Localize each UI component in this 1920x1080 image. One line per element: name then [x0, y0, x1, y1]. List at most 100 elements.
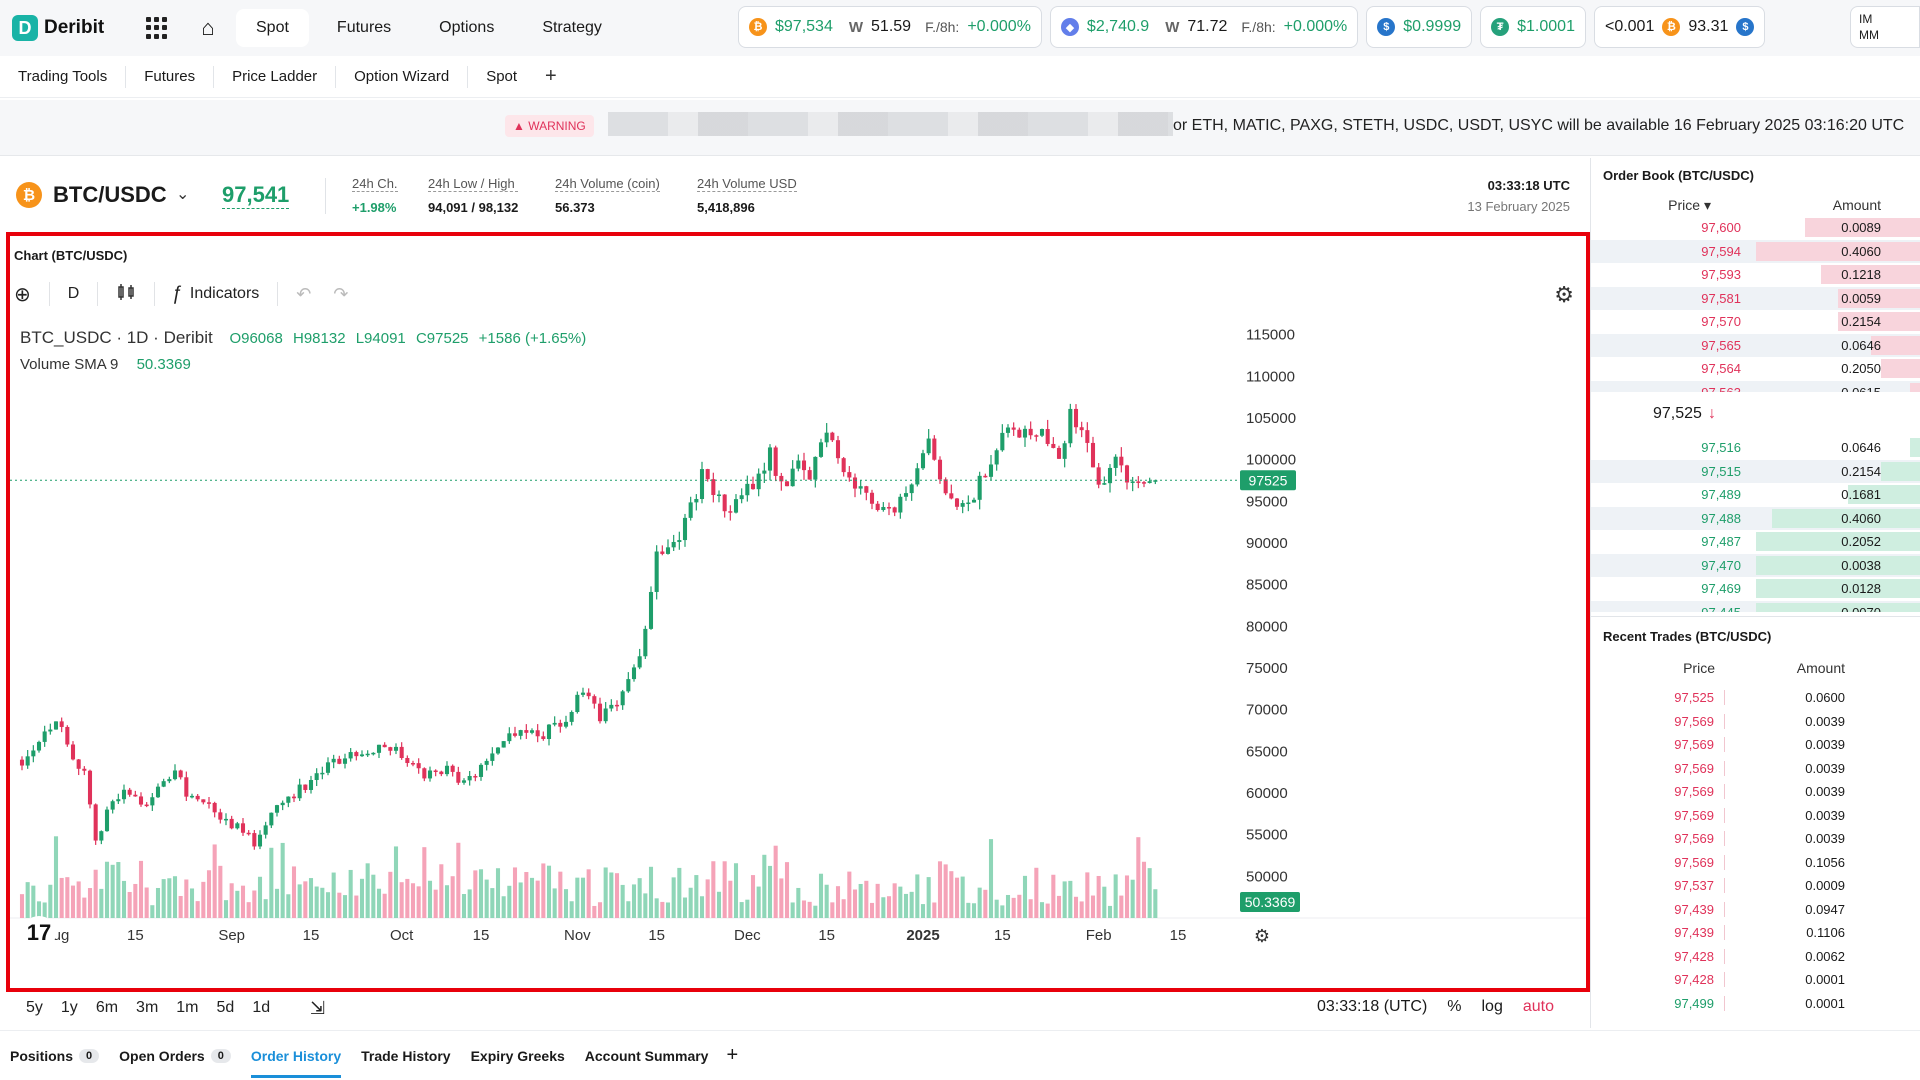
volume-bar — [178, 895, 183, 918]
add-account-tab-icon[interactable]: + — [726, 1044, 739, 1066]
price-chart[interactable]: 115000 110000 105000 100000 95000 90000 85000 8… — [10, 318, 1586, 948]
order-book-ask-row[interactable]: 97,593 0.1218 — [1591, 263, 1920, 287]
volume-bar — [881, 897, 886, 918]
candle-body — [376, 744, 382, 753]
tab-positions[interactable]: Positions 0 — [10, 1048, 100, 1064]
trade-price: 97,439 — [1591, 901, 1725, 917]
date-range-calendar-icon[interactable]: ⇲ — [310, 997, 326, 1018]
home-icon[interactable]: ⌂ — [201, 15, 215, 40]
workspace-tab[interactable]: Price Ladder — [214, 65, 337, 88]
ticker-btc[interactable]: ₿ $97,534 W 51.59 F./8h: +0.000% — [738, 6, 1042, 48]
y-tick-label: 110000 — [1246, 368, 1295, 385]
axis-settings-gear-icon[interactable]: ⚙ — [1254, 926, 1270, 947]
volume-bar — [1136, 837, 1141, 918]
workspace-tab[interactable]: Futures — [126, 65, 215, 88]
candle-body — [1028, 428, 1033, 436]
tab-trade-history[interactable]: Trade History — [361, 1048, 450, 1064]
range-6m[interactable]: 6m — [95, 999, 119, 1016]
order-book-bid-row[interactable]: 97,489 0.1681 — [1591, 483, 1920, 507]
order-book-ask-row[interactable]: 97,600 0.0089 — [1591, 216, 1920, 240]
interval-button[interactable]: D — [67, 285, 80, 302]
range-3m[interactable]: 3m — [136, 999, 159, 1016]
auto-scale-toggle[interactable]: auto — [1522, 998, 1554, 1015]
order-book-ask-row[interactable]: 97,565 0.0646 — [1591, 333, 1920, 357]
order-book-ask-row[interactable]: 97,594 0.4060 — [1591, 239, 1920, 263]
instrument-name[interactable]: BTC/USDC — [53, 182, 167, 207]
order-book-bid-row[interactable]: 97,515 0.2154 — [1591, 459, 1920, 483]
trade-price: 97,569 — [1591, 831, 1725, 847]
legend-change: +1586 (+1.65%) — [478, 330, 587, 347]
order-book-bid-row[interactable]: 97,487 0.2052 — [1591, 530, 1920, 554]
log-scale-toggle[interactable]: log — [1481, 998, 1503, 1015]
candle-body — [937, 459, 943, 480]
price-column-header[interactable]: Price ▾ — [1668, 197, 1711, 213]
redo-icon[interactable]: ↷ — [333, 283, 349, 304]
eth-coin-icon: ◆ — [1060, 18, 1079, 36]
ticker-usdc[interactable]: $ $0.9999 — [1366, 6, 1473, 48]
chevron-down-icon[interactable]: ⌄ — [176, 186, 190, 203]
workspace-tab[interactable]: Option Wizard — [336, 65, 469, 88]
chart-settings-gear-icon[interactable]: ⚙ — [1554, 282, 1574, 307]
volume-bar — [393, 846, 399, 918]
tab-order-history[interactable]: Order History — [250, 1048, 342, 1078]
indicators-button[interactable]: Indicators — [189, 285, 260, 302]
chart-type-icon[interactable] — [116, 282, 136, 307]
range-5d[interactable]: 5d — [216, 999, 235, 1016]
margin-indicator[interactable]: IM MM — [1850, 6, 1920, 48]
workspace-tab[interactable]: Trading Tools — [0, 65, 127, 88]
im-label: IM — [1859, 12, 1873, 26]
add-symbol-icon[interactable]: ⊕ — [14, 283, 31, 306]
x-tick-label: 15 — [648, 927, 665, 944]
candle-body — [518, 730, 523, 736]
range-1d[interactable]: 1d — [252, 999, 271, 1016]
ticker-ratio[interactable]: <0.001 ₿ 93.31 $ — [1593, 6, 1766, 48]
percent-scale-toggle[interactable]: % — [1447, 998, 1462, 1015]
apps-grid-icon[interactable] — [146, 17, 168, 39]
nav-tab-spot[interactable]: Spot — [236, 9, 309, 47]
volume-bar — [99, 888, 104, 918]
nav-tab-options[interactable]: Options — [439, 19, 495, 36]
volume-layer — [19, 836, 1158, 918]
order-book-bid-row[interactable]: 97,470 0.0038 — [1591, 553, 1920, 577]
order-book-ask-row[interactable]: 97,5630.0615 — [1591, 380, 1920, 392]
order-book-ask-row[interactable]: 97,581 0.0059 — [1591, 286, 1920, 310]
order-book-title: Order Book (BTC/USDC) — [1603, 168, 1754, 183]
candle-body — [762, 470, 767, 474]
ticker-eth[interactable]: ◆ $2,740.9 W 71.72 F./8h: +0.000% — [1049, 6, 1359, 48]
legend-close: C97525 — [415, 330, 469, 347]
tab-expiry-greeks[interactable]: Expiry Greeks — [471, 1048, 565, 1064]
deribit-logo[interactable]: D Deribit — [12, 15, 130, 41]
x-tick-label: 15 — [473, 927, 490, 944]
order-book-bid-row[interactable]: 97,469 0.0128 — [1591, 577, 1920, 601]
order-book-ask-row[interactable]: 97,564 0.2050 — [1591, 357, 1920, 381]
candle-body — [59, 721, 64, 727]
workspace-tab[interactable]: Spot — [486, 67, 518, 85]
range-1y[interactable]: 1y — [60, 999, 78, 1016]
trade-row: 97,537 0.0009 — [1591, 874, 1920, 898]
last-price-tag — [1240, 470, 1296, 491]
order-book-ask-row[interactable]: 97,570 0.2154 — [1591, 310, 1920, 334]
tab-account-summary[interactable]: Account Summary — [585, 1048, 709, 1064]
ticker-usdt[interactable]: ₮ $1.0001 — [1480, 6, 1586, 48]
volume-bar — [405, 878, 410, 918]
tab-open-orders[interactable]: Open Orders 0 — [119, 1048, 231, 1064]
range-5y[interactable]: 5y — [26, 999, 43, 1016]
candle-body — [365, 753, 370, 756]
undo-icon[interactable]: ↶ — [296, 283, 312, 304]
order-book-bid-row[interactable]: 97,516 0.0646 — [1591, 436, 1920, 460]
candle-body — [371, 752, 376, 755]
candle-body — [631, 667, 637, 680]
volume-bar — [558, 871, 563, 918]
order-book-bid-row[interactable]: 97,488 0.4060 — [1591, 506, 1920, 530]
range-1m[interactable]: 1m — [176, 999, 199, 1016]
candle-body — [36, 741, 42, 751]
nav-tab-strategy[interactable]: Strategy — [542, 19, 602, 36]
indicators-icon[interactable]: ƒ — [171, 283, 182, 304]
nav-tab-futures[interactable]: Futures — [336, 19, 392, 36]
candle-body — [960, 503, 965, 507]
add-workspace-tab-icon[interactable]: + — [545, 65, 557, 87]
candle-body — [393, 746, 399, 751]
volume-bar — [643, 893, 648, 918]
tradingview-logo-icon[interactable]: 17 — [22, 916, 56, 950]
